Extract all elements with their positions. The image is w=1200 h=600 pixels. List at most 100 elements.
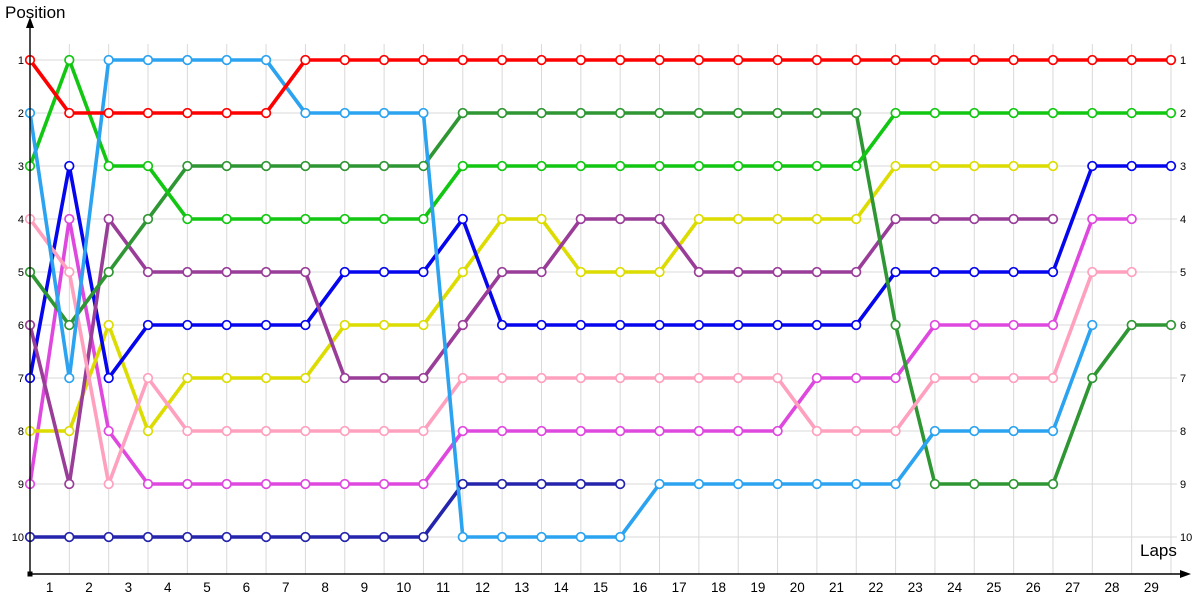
data-point-marker-pink — [339, 425, 350, 437]
data-point-marker-dark-green — [615, 107, 626, 119]
data-point-marker-light-green — [64, 54, 75, 66]
x-tick-label: 14 — [554, 580, 570, 595]
data-point-marker-yellow — [851, 213, 862, 225]
data-point-marker-blue — [969, 266, 980, 278]
data-point-marker-purple — [378, 372, 390, 384]
data-point-marker-red — [182, 107, 193, 119]
data-point-marker-red — [615, 54, 626, 66]
data-point-marker-yellow — [64, 425, 75, 437]
y-tick-label-right: 10 — [1180, 532, 1192, 544]
x-tick-label: 16 — [632, 580, 647, 595]
data-point-marker-red — [733, 54, 744, 66]
data-point-marker-pink — [64, 266, 75, 278]
data-point-marker-pink — [260, 425, 272, 437]
y-tick-label-left: 4 — [18, 214, 24, 226]
data-point-marker-yellow — [654, 266, 665, 278]
series-line-light-green — [28, 58, 1173, 221]
data-point-marker-navy — [378, 531, 390, 543]
data-point-marker-navy — [615, 478, 626, 490]
data-point-marker-sky-blue — [496, 531, 508, 543]
data-point-marker-magenta — [339, 478, 350, 490]
x-tick-label: 17 — [672, 580, 687, 595]
data-point-marker-red — [457, 54, 468, 66]
data-point-marker-magenta — [1087, 213, 1098, 225]
data-point-marker-magenta — [142, 478, 154, 490]
data-point-marker-sky-blue — [182, 54, 193, 66]
data-point-marker-blue — [733, 319, 744, 331]
y-tick-label-left: 10 — [12, 532, 24, 544]
data-point-marker-dark-green — [693, 107, 705, 119]
data-point-marker-blue — [575, 319, 586, 331]
data-point-marker-red — [1047, 54, 1059, 66]
x-tick-label: 6 — [243, 580, 251, 595]
data-point-marker-red — [536, 54, 547, 66]
data-point-marker-navy — [457, 478, 468, 490]
data-point-marker-sky-blue — [1087, 319, 1098, 331]
data-point-marker-blue — [378, 266, 390, 278]
data-point-marker-red — [1165, 54, 1177, 66]
y-tick-label-left: 2 — [18, 108, 24, 120]
data-point-marker-purple — [654, 213, 665, 225]
data-point-marker-sky-blue — [733, 478, 744, 490]
data-point-marker-pink — [772, 372, 783, 384]
data-point-marker-blue — [1047, 266, 1059, 278]
data-point-marker-purple — [772, 266, 783, 278]
data-point-marker-sky-blue — [103, 54, 114, 66]
data-point-marker-dark-green — [182, 160, 193, 172]
data-point-marker-sky-blue — [142, 54, 154, 66]
data-point-marker-dark-green — [64, 319, 75, 331]
data-point-marker-sky-blue — [260, 54, 272, 66]
data-point-marker-purple — [457, 319, 468, 331]
y-tick-label-right: 5 — [1180, 267, 1186, 279]
data-point-marker-dark-green — [496, 107, 508, 119]
y-tick-label-left: 6 — [18, 320, 24, 332]
data-point-marker-pink — [103, 478, 114, 490]
data-point-marker-yellow — [811, 213, 823, 225]
y-tick-label-left: 5 — [18, 267, 24, 279]
data-point-marker-red — [851, 54, 862, 66]
y-tick-label-left: 7 — [18, 373, 24, 385]
data-point-marker-pink — [890, 425, 901, 437]
data-point-marker-blue — [457, 213, 468, 225]
data-point-marker-dark-green — [1087, 372, 1098, 384]
data-point-marker-light-green — [693, 160, 705, 172]
y-tick-label-left: 9 — [18, 479, 24, 491]
data-point-marker-pink — [378, 425, 390, 437]
x-tick-label: 1 — [46, 580, 54, 595]
x-tick-label: 23 — [908, 580, 923, 595]
data-point-marker-magenta — [457, 425, 468, 437]
data-point-marker-blue — [615, 319, 626, 331]
data-point-marker-pink — [182, 425, 193, 437]
data-point-marker-red — [772, 54, 783, 66]
data-point-marker-magenta — [103, 425, 114, 437]
data-point-marker-magenta — [64, 213, 75, 225]
data-point-marker-pink — [457, 372, 468, 384]
y-tick-label-left: 1 — [18, 55, 24, 67]
data-point-marker-pink — [851, 425, 862, 437]
x-tick-label: 19 — [750, 580, 765, 595]
data-point-marker-sky-blue — [851, 478, 862, 490]
series-line-navy — [28, 482, 622, 539]
data-point-marker-purple — [811, 266, 823, 278]
data-point-marker-red — [378, 54, 390, 66]
data-point-marker-purple — [103, 213, 114, 225]
data-point-marker-navy — [536, 478, 547, 490]
x-tick-label: 11 — [436, 580, 450, 595]
y-tick-label-left: 8 — [18, 426, 24, 438]
data-point-marker-red — [64, 107, 75, 119]
data-point-marker-blue — [1087, 160, 1098, 172]
data-point-marker-navy — [103, 531, 114, 543]
data-point-marker-light-green — [890, 107, 901, 119]
data-point-marker-dark-green — [575, 107, 586, 119]
x-tick-label: 25 — [986, 580, 1001, 595]
data-point-marker-magenta — [654, 425, 665, 437]
data-point-marker-light-green — [772, 160, 783, 172]
data-point-marker-magenta — [1008, 319, 1019, 331]
data-point-marker-purple — [142, 266, 154, 278]
data-point-marker-pink — [733, 372, 744, 384]
x-tick-label: 7 — [282, 580, 290, 595]
y-tick-label-right: 3 — [1180, 161, 1186, 173]
y-tick-label-right: 9 — [1180, 479, 1186, 491]
data-point-marker-magenta — [772, 425, 783, 437]
data-point-marker-purple — [536, 266, 547, 278]
